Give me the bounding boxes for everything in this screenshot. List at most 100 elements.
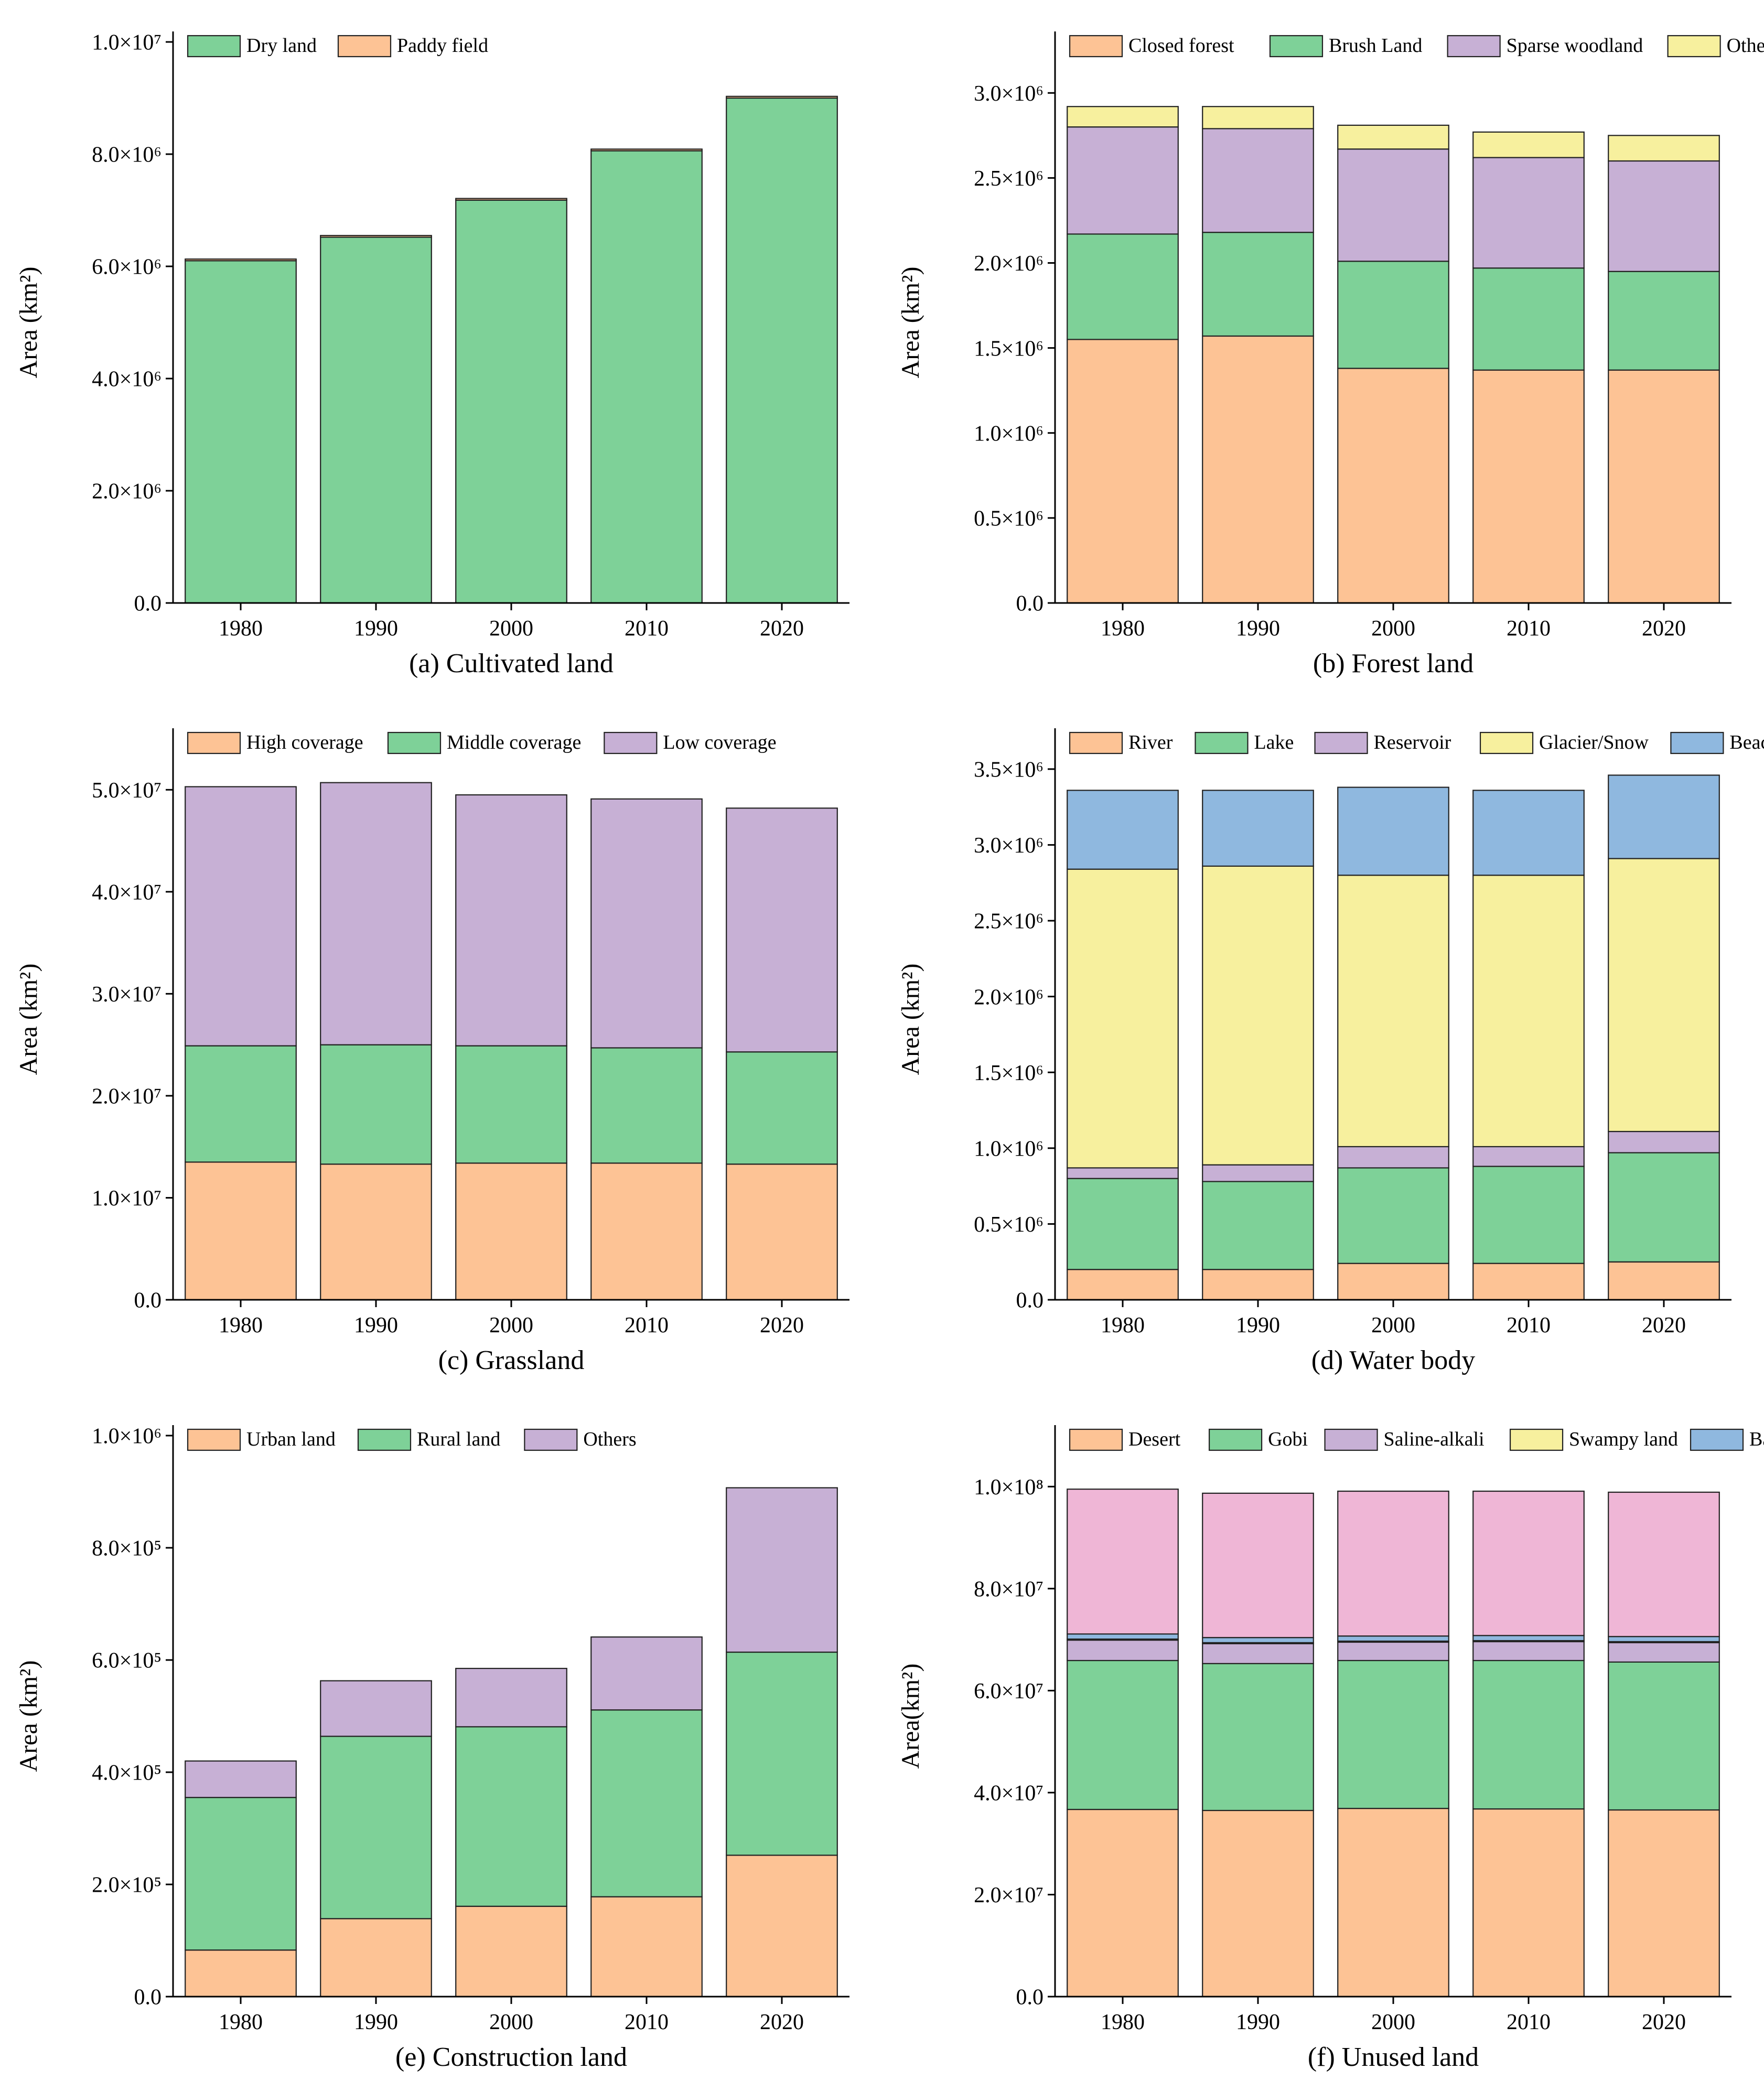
bar-f-1990-gobi xyxy=(1202,1663,1314,1812)
legend-swatch-d-2 xyxy=(1314,731,1368,755)
bar-b-2010-sparse-woodland xyxy=(1472,157,1585,269)
x-ticks-d: 1980 1990 2000 2010 2020 xyxy=(1101,1300,1686,1338)
x-tick-label-d: 1980 xyxy=(1101,1313,1145,1338)
y-tick-label-d: 0.5×10⁶ xyxy=(974,1213,1044,1237)
bar-f-1980-gobi xyxy=(1067,1659,1179,1810)
y-tick-label-e: 8.0×10⁵ xyxy=(92,1537,162,1561)
y-tick-label-e: 1.0×10⁶ xyxy=(92,1425,162,1449)
bar-b-1980-brush-land xyxy=(1067,233,1179,340)
chart-panel-b: 0.0 0.5×10⁶ 1.0×10⁶ 1.5×10⁶ 2.0×10⁶ 2.5×10⁶ 3.… xyxy=(882,0,1764,697)
bars-f xyxy=(1067,1489,1720,1998)
x-tick-label-f: 2020 xyxy=(1642,2010,1686,2034)
bar-e-2000-urban-land xyxy=(455,1905,567,1998)
bar-e-2010-urban-land xyxy=(590,1896,703,1998)
legend-swatch-b-2 xyxy=(1447,35,1501,58)
y-axis-title-d: Area (km²) xyxy=(897,964,924,1075)
bar-d-1980-beach xyxy=(1067,790,1179,870)
legend-label-f-1: Gobi xyxy=(1268,1428,1308,1450)
bar-e-2020-rural-land xyxy=(726,1651,838,1856)
y-tick-label-b: 1.5×10⁶ xyxy=(974,337,1044,361)
bar-c-2010-middle-coverage xyxy=(590,1047,703,1164)
y-tick-label-d: 2.0×10⁶ xyxy=(974,985,1044,1009)
bar-b-2010-others xyxy=(1472,131,1585,158)
bar-f-1990-rock xyxy=(1202,1492,1314,1639)
x-ticks-f: 1980 1990 2000 2010 2020 xyxy=(1101,1997,1686,2034)
bar-b-1990-closed-forest xyxy=(1202,335,1314,604)
x-ticks-b: 1980 1990 2000 2010 2020 xyxy=(1101,603,1686,641)
y-tick-label-b: 0.0 xyxy=(1016,592,1044,616)
y-tick-label-c: 3.0×10⁷ xyxy=(92,983,162,1007)
legend-e: Urban land Rural land Others xyxy=(187,1428,637,1451)
bar-e-1990-rural-land xyxy=(320,1736,432,1920)
bar-e-2010-others xyxy=(590,1636,703,1711)
x-tick-label-b: 1990 xyxy=(1236,617,1280,641)
x-tick-label-e: 1980 xyxy=(219,2010,263,2034)
y-tick-label-c: 2.0×10⁷ xyxy=(92,1085,162,1109)
bar-f-2000-rock xyxy=(1337,1490,1449,1637)
bar-b-1990-brush-land xyxy=(1202,232,1314,337)
bar-d-2020-glacier-snow xyxy=(1608,858,1720,1133)
legend-swatch-e-2 xyxy=(524,1428,578,1451)
bar-c-2010-high-coverage xyxy=(590,1162,703,1301)
legend-a: Dry land Paddy field xyxy=(187,35,488,58)
bar-f-2010-bare-land xyxy=(1472,1635,1585,1642)
bar-d-2000-river xyxy=(1337,1263,1449,1301)
bar-f-2000-desert xyxy=(1337,1807,1449,1998)
x-tick-label-c: 2020 xyxy=(760,1313,804,1338)
bar-e-1990-urban-land xyxy=(320,1918,432,1998)
legend-swatch-b-3 xyxy=(1667,35,1721,58)
chart-f-svg: 0.0 2.0×10⁷ 4.0×10⁷ 6.0×10⁷ 8.0×10⁷ 1.0×10⁸ 19… xyxy=(897,1425,1764,2072)
chart-title-e: (e) Construction land xyxy=(395,2042,627,2072)
bar-b-1990-sparse-woodland xyxy=(1202,128,1314,233)
x-tick-label-a: 2010 xyxy=(625,617,669,641)
bar-c-1980-middle-coverage xyxy=(185,1045,297,1163)
y-tick-label-f: 1.0×10⁸ xyxy=(974,1475,1044,1500)
legend-swatch-a-0 xyxy=(187,35,241,58)
x-tick-label-f: 1990 xyxy=(1236,2010,1280,2034)
chart-panel-c: 0.0 1.0×10⁷ 2.0×10⁷ 3.0×10⁷ 4.0×10⁷ 5.0×10⁷ 19… xyxy=(0,697,882,1394)
y-ticks-e: 0.0 2.0×10⁵ 4.0×10⁵ 6.0×10⁵ 8.0×10⁵ 1.0×10⁶ xyxy=(92,1425,173,2010)
bar-e-1990-others xyxy=(320,1680,432,1737)
bar-b-2010-brush-land xyxy=(1472,267,1585,371)
bar-d-1990-glacier-snow xyxy=(1202,865,1314,1166)
legend-swatch-d-3 xyxy=(1479,731,1534,755)
y-tick-label-a: 8.0×10⁶ xyxy=(92,143,162,167)
legend-swatch-e-1 xyxy=(357,1428,412,1451)
bar-a-2010-paddy-field xyxy=(590,148,703,152)
legend-swatch-b-1 xyxy=(1269,35,1324,58)
bar-b-2000-sparse-woodland xyxy=(1337,148,1449,262)
y-tick-label-f: 4.0×10⁷ xyxy=(974,1782,1044,1806)
bar-b-2000-others xyxy=(1337,124,1449,150)
bar-d-1980-glacier-snow xyxy=(1067,868,1179,1169)
legend-label-c-0: High coverage xyxy=(246,731,363,753)
chart-title-c: (c) Grassland xyxy=(438,1345,585,1375)
bar-f-2010-gobi xyxy=(1472,1659,1585,1810)
bar-c-1990-middle-coverage xyxy=(320,1044,432,1165)
bar-a-1990-dry-land xyxy=(320,236,432,604)
bars-c xyxy=(185,782,838,1301)
chart-panel-a: 0.0 2.0×10⁶ 4.0×10⁶ 6.0×10⁶ 8.0×10⁶ 1.0×10⁷ 19… xyxy=(0,0,882,697)
bars-b xyxy=(1067,106,1720,604)
y-tick-label-c: 1.0×10⁷ xyxy=(92,1187,162,1211)
y-tick-label-a: 1.0×10⁷ xyxy=(92,31,162,55)
bar-d-2020-river xyxy=(1608,1261,1720,1301)
legend-swatch-a-1 xyxy=(337,35,392,58)
bar-f-2020-rock xyxy=(1608,1491,1720,1637)
bar-e-1980-rural-land xyxy=(185,1797,297,1951)
y-tick-label-d: 2.5×10⁶ xyxy=(974,910,1044,934)
legend-label-b-1: Brush Land xyxy=(1329,35,1422,57)
bar-c-2010-low-coverage xyxy=(590,798,703,1049)
legend-label-c-2: Low coverage xyxy=(663,731,776,753)
bar-e-2000-rural-land xyxy=(455,1726,567,1907)
chart-title-f: (f) Unused land xyxy=(1308,2042,1479,2072)
x-tick-label-e: 1990 xyxy=(354,2010,398,2034)
y-ticks-f: 0.0 2.0×10⁷ 4.0×10⁷ 6.0×10⁷ 8.0×10⁷ 1.0×10⁸ xyxy=(974,1475,1055,2010)
y-axis-title-e: Area (km²) xyxy=(15,1661,42,1772)
chart-a-svg: 0.0 2.0×10⁶ 4.0×10⁶ 6.0×10⁶ 8.0×10⁶ 1.0×10⁷ 19… xyxy=(15,31,849,678)
legend-label-d-2: Reservoir xyxy=(1374,731,1451,753)
y-tick-label-d: 3.5×10⁶ xyxy=(974,758,1044,782)
y-axis-title-a: Area (km²) xyxy=(15,267,42,379)
bar-b-2020-brush-land xyxy=(1608,271,1720,371)
legend-swatch-e-0 xyxy=(187,1428,241,1451)
bar-a-1990-paddy-field xyxy=(320,235,432,238)
